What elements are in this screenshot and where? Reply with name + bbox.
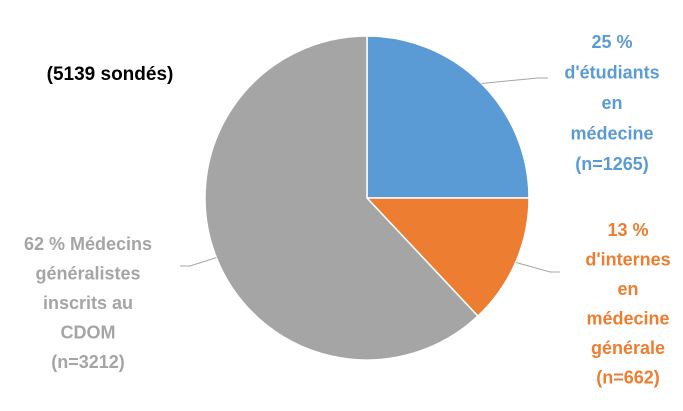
slice-label-2: 13 % d'internes en médecine générale (n=662) <box>585 220 670 388</box>
slice-label-1-line: en <box>601 93 622 113</box>
slice-label-3-line: 62 % Médecins <box>24 234 152 254</box>
slice-label-3-line: CDOM <box>61 323 116 343</box>
pie-slice-2 <box>365 197 530 318</box>
leader-line-2 <box>515 261 560 273</box>
slice-label-2-line: générale <box>591 338 665 358</box>
leader-line-1 <box>481 77 548 84</box>
slice-label-3-line: (n=3212) <box>51 352 125 372</box>
slice-label-1-line: 25 % <box>591 32 632 52</box>
slice-label-1-line: (n=1265) <box>575 154 649 174</box>
slice-label-2-line: d'internes <box>585 250 670 270</box>
slice-label-3-line: généralistes <box>35 264 140 284</box>
slice-label-2-line: 13 % <box>607 220 648 240</box>
slice-label-3-line: inscrits au <box>43 293 133 313</box>
chart-title: (5139 sondés) <box>47 64 174 85</box>
pie-slice-3 <box>204 35 479 361</box>
slice-label-1-line: d'étudiants <box>564 63 659 83</box>
leader-line-3 <box>180 257 217 267</box>
slice-label-1: 25 % d'étudiants en médecine (n=1265) <box>564 32 659 174</box>
slice-label-2-line: (n=662) <box>596 368 660 388</box>
pie-slice-1 <box>366 35 530 199</box>
slice-label-2-line: médecine <box>586 309 669 329</box>
slice-label-2-line: en <box>617 279 638 299</box>
slice-label-3: 62 % Médecins généralistes inscrits au CDOM… <box>24 234 152 372</box>
slice-label-1-line: médecine <box>570 124 653 144</box>
